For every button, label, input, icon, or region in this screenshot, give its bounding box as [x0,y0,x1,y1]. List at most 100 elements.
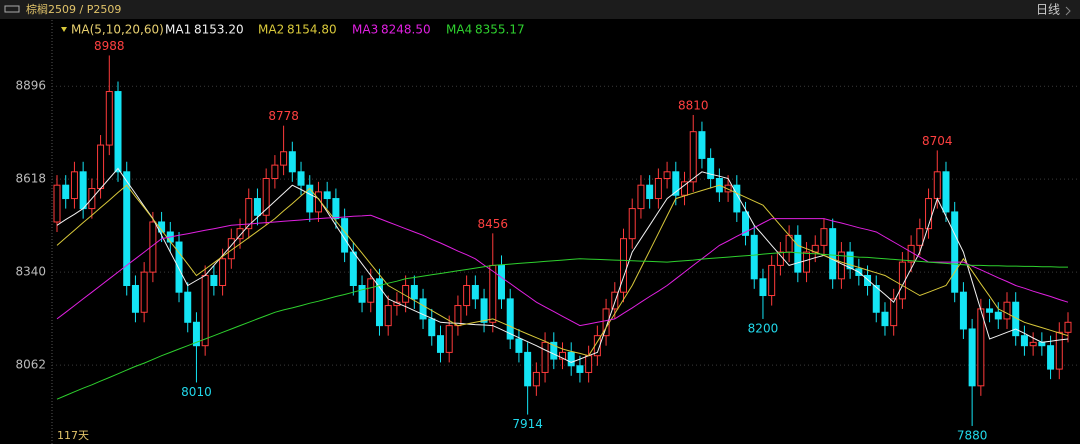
footer: 117天 [57,429,89,442]
candle-body [550,341,558,360]
candle-body [994,311,1002,320]
candle-body [776,251,784,266]
candle-body [245,198,253,230]
legend-value: 8153.20 [194,23,244,37]
candle-body [576,365,584,373]
candle-body [314,191,322,213]
indicator-marker [61,27,67,32]
legend-name: MA1 [165,23,191,37]
candle-body [1038,341,1046,347]
candle-body [951,211,959,293]
candle-body [942,171,950,213]
candle-body [663,171,671,179]
candle-body [358,285,366,303]
candle-body [829,228,837,280]
y-tick-label: 8896 [15,79,46,93]
legend-name: MA4 [446,23,472,37]
candle-body [794,234,802,273]
candle-body [864,274,872,287]
candle-body [916,228,924,246]
low-label: 7914 [512,417,543,431]
candle-body [140,271,148,313]
candle-body [515,338,523,353]
candle-body [1064,321,1072,333]
period-arrow[interactable] [1065,6,1071,16]
candle-body [532,371,540,387]
high-label: 8456 [478,217,509,231]
indicator: MA(5,10,20,60) [71,23,164,37]
candle-body [672,171,680,196]
period[interactable]: 日线 [1036,3,1060,17]
candle-body [559,351,566,360]
candle-body [463,285,471,307]
candle-body [1047,345,1055,370]
candle-body [689,131,697,183]
candle-body [175,241,183,293]
candle-body [567,351,575,367]
candle-body [959,291,967,330]
candle-body [428,318,436,337]
candle-body [280,151,288,166]
candle-body [184,291,192,323]
candle-body [114,91,122,173]
candle-body [480,298,488,323]
candle-body [759,278,767,297]
candle-body [654,177,662,200]
candle-body [724,184,732,193]
candle-body [750,234,758,280]
candle-body [454,305,462,327]
candle-body [506,298,514,340]
candle-body [192,321,200,347]
candle-body [541,341,549,373]
candle-body [436,335,444,353]
candle-body [524,351,532,387]
candle-body [79,171,87,210]
candle-body [236,228,244,240]
candle-body [419,298,427,320]
candle-body [384,305,392,327]
y-tick-label: 8062 [15,358,46,372]
ma-line [56,167,1069,363]
ma-line [56,214,1069,327]
candle-body [131,285,139,313]
candle-body [97,144,105,190]
candle-body [1055,331,1063,370]
candle-body [933,171,941,200]
candle-body [489,264,497,323]
candle-body [681,181,689,196]
high-label: 8778 [268,109,299,123]
candle-body [123,171,131,287]
high-label: 8988 [94,39,125,53]
candle-body [881,311,889,327]
candle-body [925,198,933,230]
candle-body [149,221,157,273]
candle-body [349,251,357,287]
candle-body [70,171,78,200]
header-bar [0,0,1080,19]
candle-body [288,151,296,173]
legend-value: 8248.50 [381,23,431,37]
candle-body [497,264,505,300]
candle-body [698,131,706,159]
legend-name: MA3 [352,23,378,37]
candle-body [375,278,383,327]
candle-body [306,184,314,213]
candle-body [53,184,61,223]
legend-value: 8154.80 [287,23,337,37]
legend-name: MA2 [258,23,284,37]
candle-body [1029,341,1037,347]
candle-body [872,285,880,313]
candle-body [1020,335,1028,347]
candle-body [707,157,715,179]
candle-body [620,238,628,293]
candle-body [968,328,976,387]
low-label: 8010 [181,385,212,399]
candle-body [977,308,985,387]
legend-value: 8355.17 [475,23,525,37]
candle-body [271,164,279,179]
ma-line [56,251,1068,400]
menu-icon[interactable] [4,5,20,13]
high-label: 8704 [922,134,953,148]
low-label: 8200 [748,321,779,335]
candle-body [628,208,636,240]
